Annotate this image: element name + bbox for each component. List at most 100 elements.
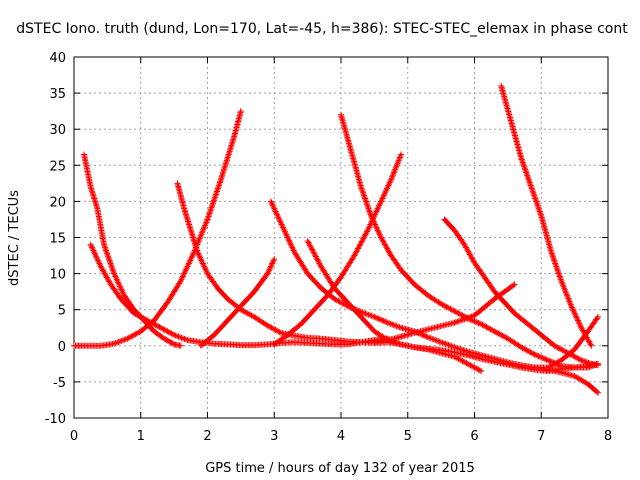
point-marker xyxy=(245,311,252,318)
point-marker xyxy=(376,231,383,238)
point-marker xyxy=(449,343,456,350)
point-marker xyxy=(248,312,255,319)
point-marker xyxy=(169,340,176,347)
y-axis-label: dSTEC / TECUs xyxy=(7,190,22,286)
point-marker xyxy=(196,235,203,242)
point-marker xyxy=(548,250,555,257)
point-marker xyxy=(202,220,209,227)
point-marker xyxy=(569,305,576,312)
point-marker xyxy=(540,355,547,362)
point-marker xyxy=(96,260,103,267)
point-marker xyxy=(396,154,403,161)
point-marker xyxy=(392,166,399,173)
point-marker xyxy=(439,339,446,346)
point-marker xyxy=(278,221,285,228)
point-marker xyxy=(382,189,389,196)
point-marker xyxy=(395,323,402,330)
point-marker xyxy=(161,335,168,342)
point-marker xyxy=(518,156,525,163)
point-marker xyxy=(572,354,579,361)
point-marker xyxy=(269,260,276,267)
point-marker xyxy=(340,300,347,307)
point-marker xyxy=(370,218,377,225)
point-marker xyxy=(184,263,191,270)
x-tick-label: 5 xyxy=(404,429,412,444)
point-marker xyxy=(179,274,186,281)
point-marker xyxy=(523,169,530,176)
point-marker xyxy=(439,301,446,308)
series-1 xyxy=(81,151,184,349)
point-marker xyxy=(163,337,170,344)
series-8 xyxy=(271,151,405,348)
point-marker xyxy=(521,165,528,172)
point-marker xyxy=(588,342,595,349)
point-marker xyxy=(140,315,147,322)
point-marker xyxy=(288,243,295,250)
point-marker xyxy=(484,324,491,331)
y-tick-label: 5 xyxy=(58,304,66,319)
point-marker xyxy=(460,316,467,323)
point-marker xyxy=(446,305,453,312)
point-marker xyxy=(432,336,439,343)
point-marker xyxy=(174,333,181,340)
point-marker xyxy=(285,237,292,244)
point-marker xyxy=(585,359,592,366)
point-marker xyxy=(241,308,248,315)
point-marker xyxy=(372,222,379,229)
point-marker xyxy=(546,363,553,370)
point-marker xyxy=(200,261,207,268)
point-marker xyxy=(187,257,194,264)
point-marker xyxy=(452,319,459,326)
tick-labels: 0 1 2 3 4 5 6 7 8 -10 -5 0 5 10 15 20 25 30 35 40 xyxy=(45,51,612,444)
point-marker xyxy=(273,211,280,218)
point-marker xyxy=(522,346,529,353)
point-marker xyxy=(202,222,209,229)
point-marker xyxy=(391,167,398,174)
point-marker xyxy=(247,311,254,318)
point-marker xyxy=(524,347,531,354)
point-marker xyxy=(137,313,144,320)
point-marker xyxy=(117,285,124,292)
point-marker xyxy=(499,332,506,339)
point-marker xyxy=(118,337,125,344)
point-marker xyxy=(131,310,138,317)
point-marker xyxy=(272,326,279,333)
point-marker xyxy=(183,264,190,271)
point-marker xyxy=(556,273,563,280)
point-marker xyxy=(101,241,108,248)
point-marker xyxy=(282,230,289,237)
point-marker xyxy=(354,246,361,253)
point-marker xyxy=(375,204,382,211)
point-marker xyxy=(498,331,505,338)
point-marker xyxy=(181,335,188,342)
point-marker xyxy=(424,334,431,341)
point-marker xyxy=(519,157,526,164)
point-marker xyxy=(396,155,403,162)
point-marker xyxy=(167,329,174,336)
point-marker xyxy=(527,182,534,189)
point-marker xyxy=(186,259,193,266)
point-marker xyxy=(203,219,210,226)
point-marker xyxy=(307,243,314,250)
y-tick-label: 10 xyxy=(49,268,66,283)
point-marker xyxy=(121,336,128,343)
point-marker xyxy=(128,333,135,340)
point-marker xyxy=(397,152,404,159)
point-marker xyxy=(196,253,203,260)
point-marker xyxy=(276,217,283,224)
point-marker xyxy=(308,245,315,252)
point-marker xyxy=(309,247,316,254)
axes xyxy=(73,56,609,419)
point-marker xyxy=(311,250,318,257)
point-marker xyxy=(199,229,206,236)
point-marker xyxy=(118,286,125,293)
point-marker xyxy=(265,267,272,274)
point-marker xyxy=(108,263,115,270)
point-marker xyxy=(500,333,507,340)
point-marker xyxy=(366,207,373,214)
point-marker xyxy=(552,261,559,268)
point-marker xyxy=(479,321,486,328)
point-marker xyxy=(566,298,573,305)
x-tick-label: 8 xyxy=(604,429,612,444)
point-marker xyxy=(533,198,540,205)
